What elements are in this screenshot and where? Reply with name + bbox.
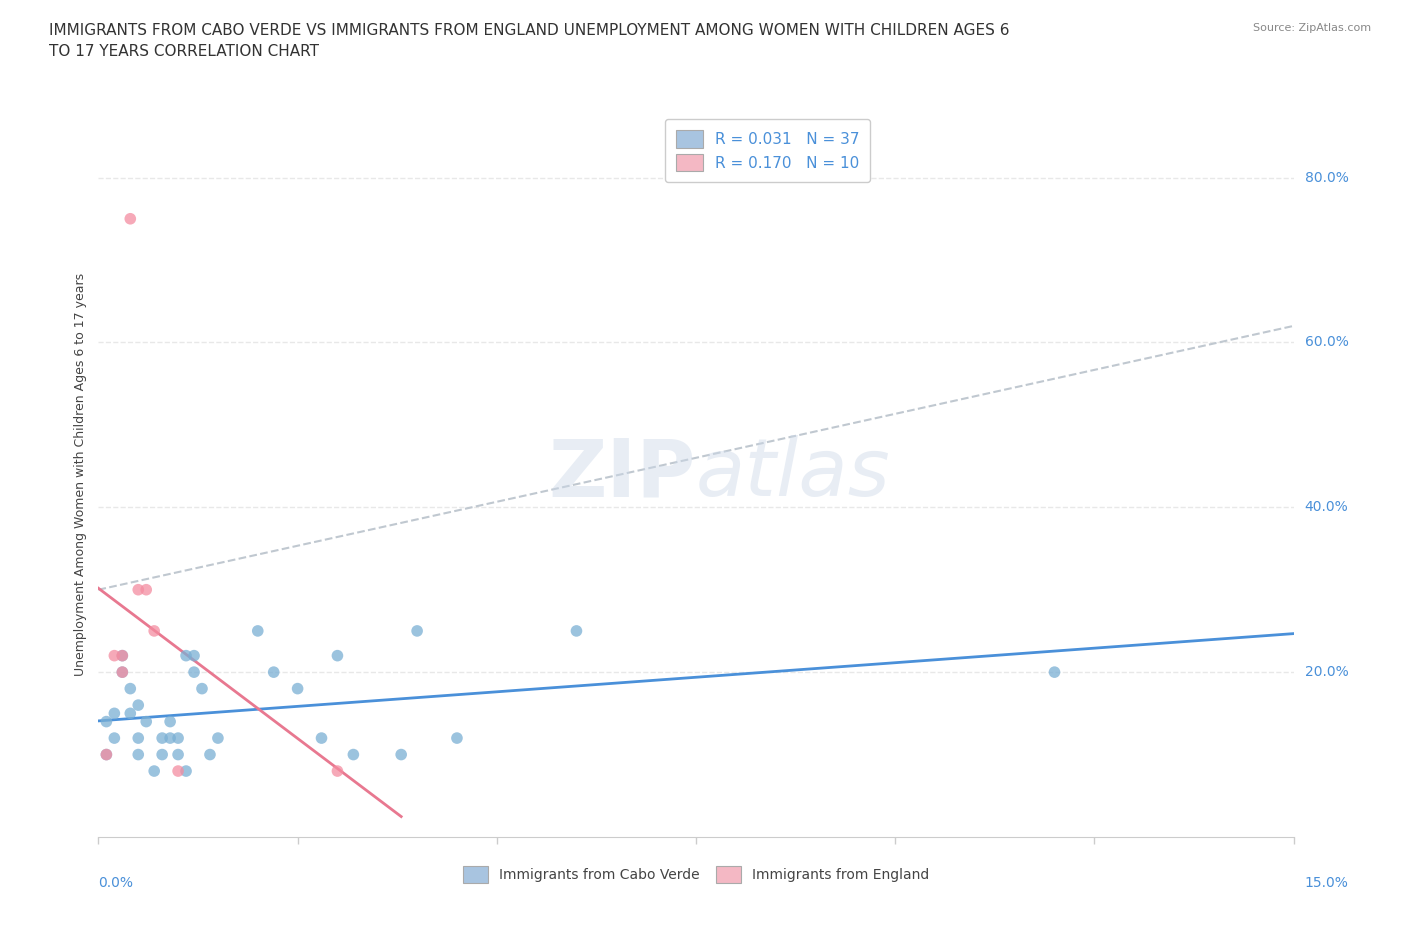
Point bbox=[167, 764, 190, 778]
Point bbox=[446, 731, 468, 746]
Text: 60.0%: 60.0% bbox=[1305, 336, 1348, 350]
Point bbox=[127, 731, 149, 746]
Point bbox=[174, 648, 197, 663]
Point bbox=[159, 714, 181, 729]
Point bbox=[120, 681, 142, 696]
Point bbox=[565, 623, 588, 638]
Text: IMMIGRANTS FROM CABO VERDE VS IMMIGRANTS FROM ENGLAND UNEMPLOYMENT AMONG WOMEN W: IMMIGRANTS FROM CABO VERDE VS IMMIGRANTS… bbox=[49, 23, 1010, 60]
Point bbox=[263, 665, 285, 680]
Point bbox=[111, 648, 134, 663]
Point bbox=[326, 764, 349, 778]
Point bbox=[150, 747, 173, 762]
Point bbox=[120, 706, 142, 721]
Point bbox=[1043, 665, 1066, 680]
Text: Source: ZipAtlas.com: Source: ZipAtlas.com bbox=[1253, 23, 1371, 33]
Text: ZIP: ZIP bbox=[548, 435, 696, 513]
Point bbox=[103, 706, 125, 721]
Text: 15.0%: 15.0% bbox=[1305, 876, 1348, 890]
Point bbox=[135, 582, 157, 597]
Text: 80.0%: 80.0% bbox=[1305, 170, 1348, 184]
Point bbox=[246, 623, 269, 638]
Point bbox=[135, 714, 157, 729]
Point bbox=[311, 731, 333, 746]
Point bbox=[127, 747, 149, 762]
Legend: Immigrants from Cabo Verde, Immigrants from England: Immigrants from Cabo Verde, Immigrants f… bbox=[457, 861, 935, 888]
Point bbox=[103, 648, 125, 663]
Point bbox=[207, 731, 229, 746]
Point bbox=[198, 747, 221, 762]
Point bbox=[183, 648, 205, 663]
Text: atlas: atlas bbox=[696, 435, 891, 513]
Point bbox=[183, 665, 205, 680]
Point bbox=[127, 698, 149, 712]
Point bbox=[287, 681, 309, 696]
Point bbox=[389, 747, 412, 762]
Point bbox=[406, 623, 429, 638]
Point bbox=[111, 648, 134, 663]
Point bbox=[96, 747, 118, 762]
Text: 20.0%: 20.0% bbox=[1305, 665, 1348, 679]
Point bbox=[111, 665, 134, 680]
Point bbox=[326, 648, 349, 663]
Point bbox=[103, 731, 125, 746]
Point bbox=[342, 747, 364, 762]
Point bbox=[191, 681, 214, 696]
Point bbox=[96, 747, 118, 762]
Point bbox=[167, 731, 190, 746]
Text: 0.0%: 0.0% bbox=[98, 876, 134, 890]
Text: 40.0%: 40.0% bbox=[1305, 500, 1348, 514]
Point bbox=[174, 764, 197, 778]
Point bbox=[143, 623, 166, 638]
Point bbox=[167, 747, 190, 762]
Y-axis label: Unemployment Among Women with Children Ages 6 to 17 years: Unemployment Among Women with Children A… bbox=[75, 272, 87, 676]
Point bbox=[96, 714, 118, 729]
Point bbox=[150, 731, 173, 746]
Point bbox=[159, 731, 181, 746]
Point bbox=[111, 665, 134, 680]
Point bbox=[120, 211, 142, 226]
Point bbox=[127, 582, 149, 597]
Point bbox=[143, 764, 166, 778]
